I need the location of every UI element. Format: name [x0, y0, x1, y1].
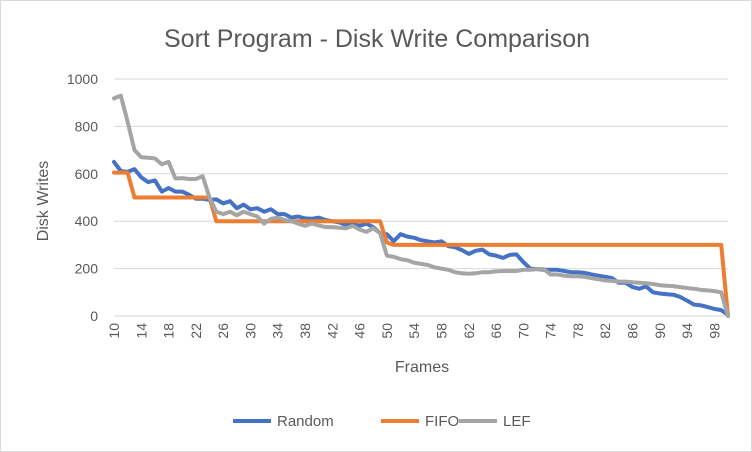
- x-tick-label: 42: [324, 323, 340, 339]
- x-tick-label: 62: [461, 323, 477, 339]
- x-tick-label: 98: [706, 323, 722, 339]
- x-tick-label: 54: [406, 323, 422, 339]
- y-tick-label: 0: [90, 308, 98, 324]
- y-tick-label: 200: [75, 261, 99, 277]
- x-tick-label: 30: [242, 323, 258, 339]
- y-tick-label: 1000: [67, 71, 98, 87]
- y-axis-ticks: 0 200 400 600 800 1000: [67, 71, 98, 324]
- y-axis-title: Disk Writes: [35, 161, 52, 242]
- chart-title: Sort Program - Disk Write Comparison: [164, 25, 590, 53]
- x-tick-label: 38: [297, 323, 313, 339]
- x-tick-label: 18: [161, 323, 177, 339]
- x-tick-label: 46: [352, 323, 368, 339]
- series-lines: [112, 93, 730, 318]
- y-tick-label: 800: [75, 118, 99, 134]
- legend-label-random: Random: [277, 413, 334, 430]
- series-line-lef: [112, 93, 730, 318]
- x-tick-label: 70: [515, 323, 531, 339]
- x-tick-label: 50: [379, 323, 395, 339]
- y-tick-label: 600: [75, 166, 99, 182]
- x-tick-label: 10: [106, 323, 122, 339]
- x-tick-label: 58: [433, 323, 449, 339]
- x-tick-label: 86: [624, 323, 640, 339]
- legend-label-fifo: FIFO: [425, 413, 459, 430]
- x-tick-label: 26: [215, 323, 231, 339]
- y-tick-label: 400: [75, 213, 99, 229]
- x-axis-ticks: 10 14 18 22 26 30 34 38 42 46 50 54 58 62 66 70 74 78 82 86…: [106, 323, 722, 339]
- x-tick-label: 82: [597, 323, 613, 339]
- x-tick-label: 94: [679, 323, 695, 339]
- x-tick-label: 78: [570, 323, 586, 339]
- x-tick-label: 66: [488, 323, 504, 339]
- x-tick-label: 14: [133, 323, 149, 339]
- x-tick-label: 22: [188, 323, 204, 339]
- legend-label-lef: LEF: [503, 413, 531, 430]
- x-tick-label: 74: [543, 323, 559, 339]
- x-tick-label: 90: [652, 323, 668, 339]
- series-line-fifo: [112, 170, 730, 318]
- x-axis-title: Frames: [395, 359, 449, 376]
- legend: Random FIFO LEF: [233, 413, 531, 430]
- x-tick-label: 34: [270, 323, 286, 339]
